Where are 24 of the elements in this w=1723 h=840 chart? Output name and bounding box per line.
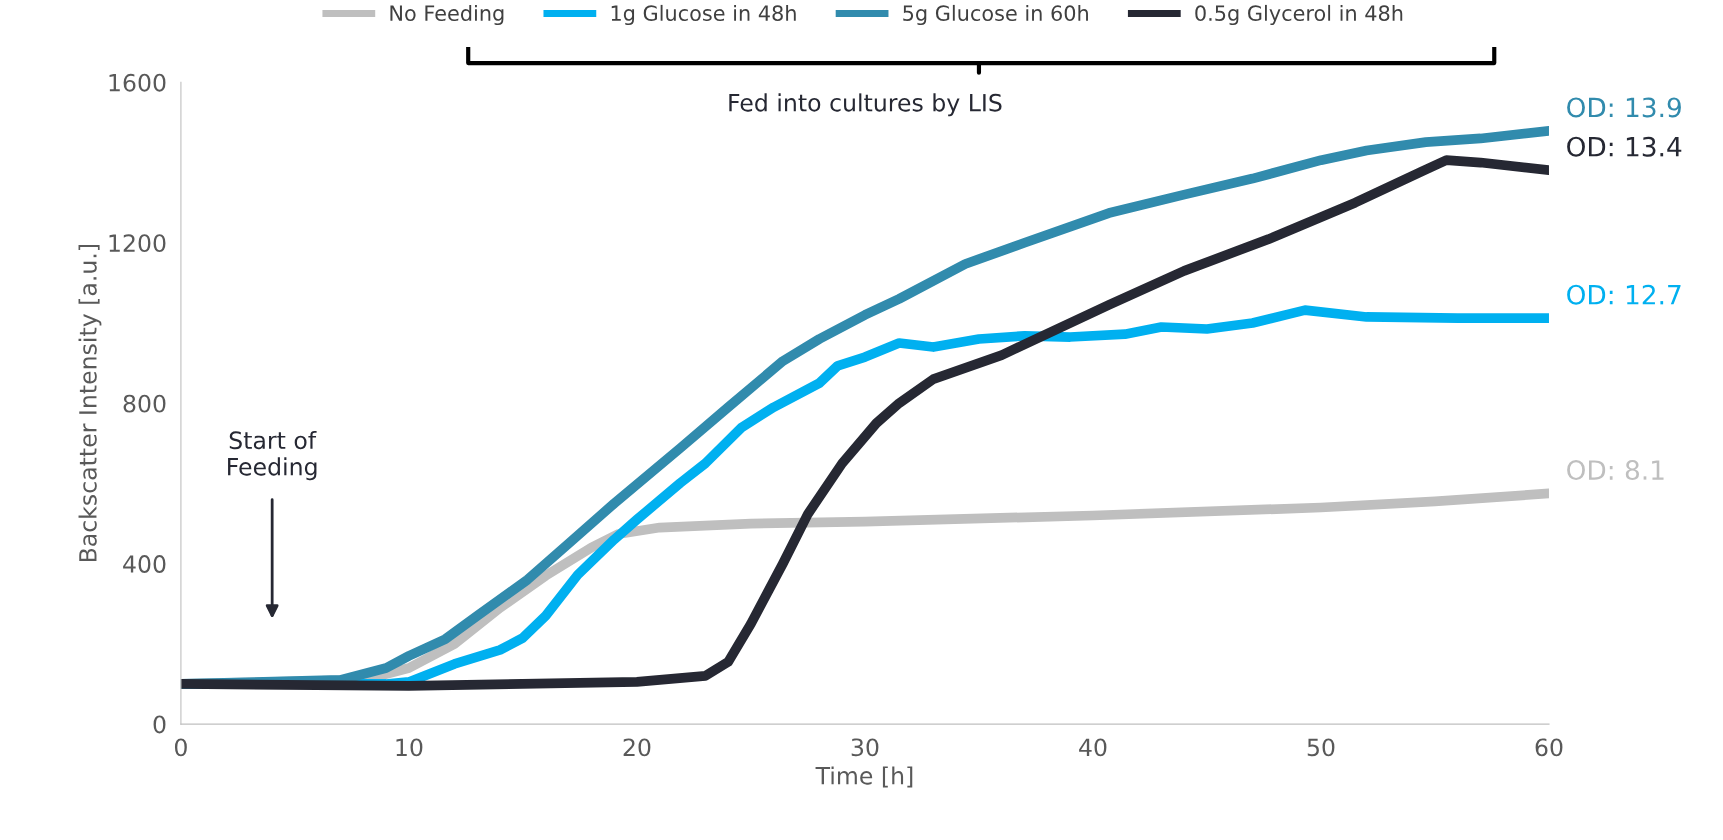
legend-label: 1g Glucose in 48h [611, 4, 796, 26]
x-axis-title: Time [h] [815, 766, 913, 788]
y-tick-label: 800 [123, 394, 166, 413]
y-tick-label: 400 [123, 555, 166, 573]
text: OD: 13.4 [1567, 136, 1682, 157]
x-tick-label: 10 [396, 738, 423, 757]
legend-label: No Feeding [390, 4, 504, 26]
text: OD: 12.7 [1567, 284, 1681, 305]
legend-label: 5g Glucose in 60h [903, 4, 1088, 26]
legend-label: 0.5g Glycerol in 48h [1195, 4, 1403, 26]
y-axis-title: Backscatter Intensity [a.u.] [78, 244, 102, 562]
annotation: Start of Feeding [228, 430, 317, 481]
y-tick-label: 0 [153, 715, 166, 734]
x-tick-label: 0 [174, 738, 187, 757]
y-tick-label: 1200 [109, 234, 166, 253]
x-tick-label: 30 [851, 738, 879, 757]
text: OD: 13.9 [1567, 97, 1681, 118]
x-tick-label: 20 [623, 738, 651, 757]
x-tick-label: 50 [1307, 738, 1335, 757]
x-tick-label: 60 [1535, 738, 1563, 757]
annotation: Fed into cultures by LIS [729, 93, 1002, 117]
x-tick-label: 40 [1079, 738, 1107, 757]
text: OD: 8.1 [1567, 460, 1664, 480]
y-tick-label: 1600 [109, 73, 166, 92]
